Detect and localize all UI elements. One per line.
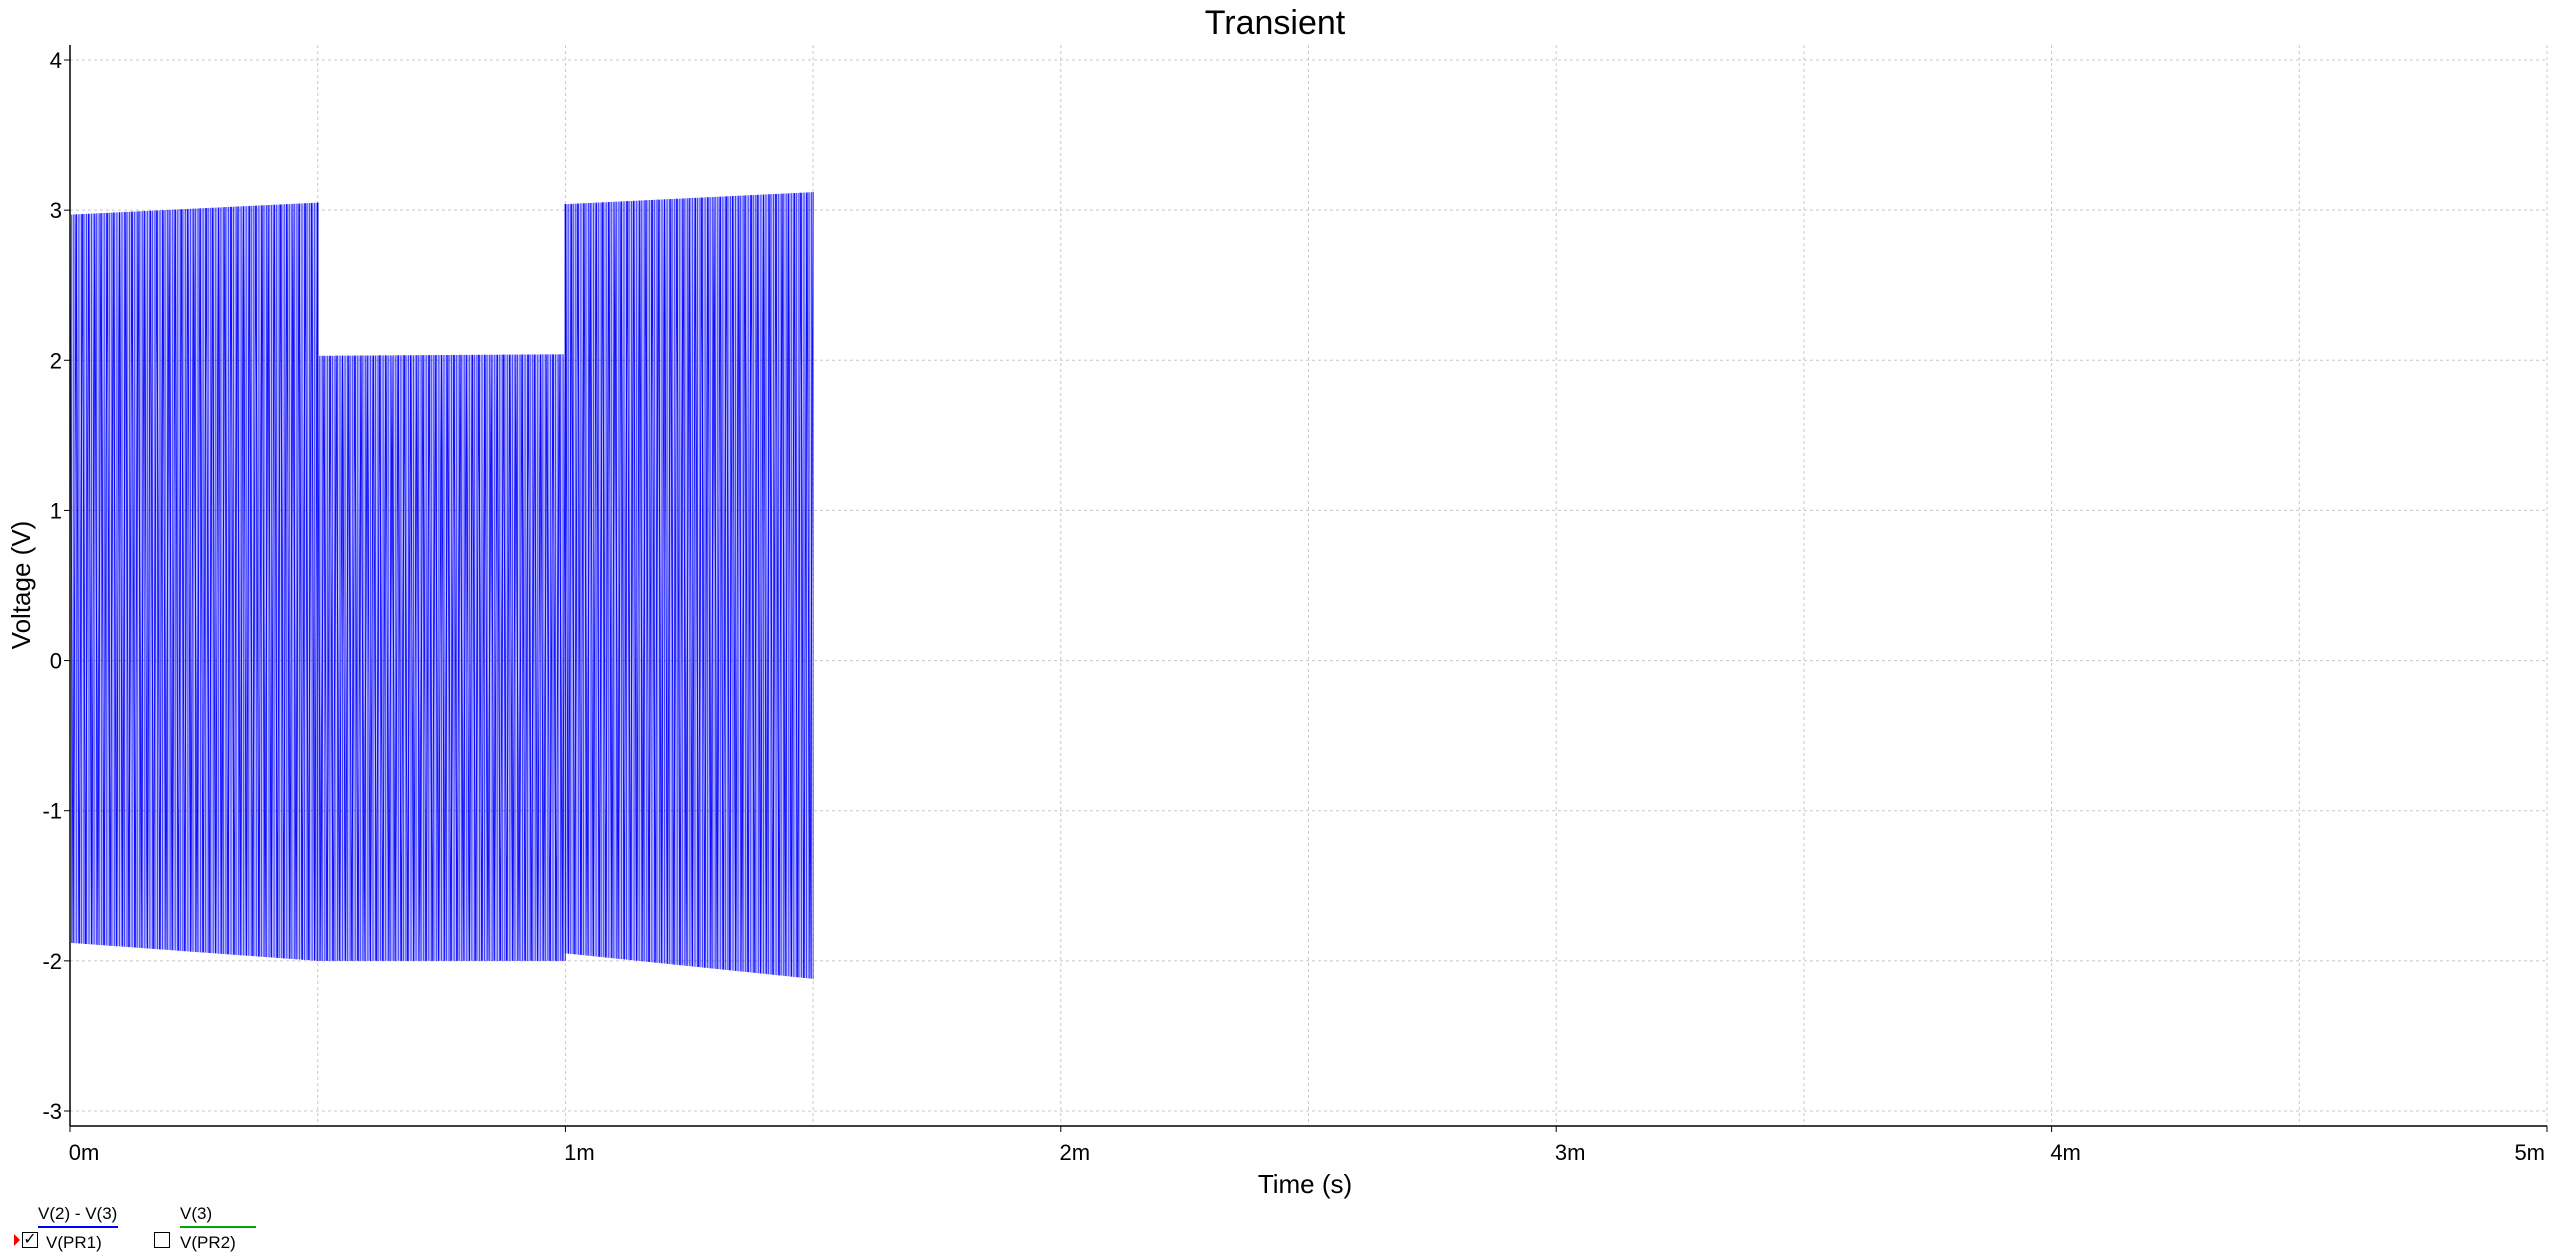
visibility-checkbox[interactable] [154,1232,170,1248]
legend-item-series-2[interactable]: V(3) V(PR2) [140,1204,260,1252]
x-tick-label: 1m [564,1140,595,1165]
y-tick-label: 0 [50,649,62,674]
x-tick-label: 0m [69,1140,100,1165]
legend: V(2) - V(3) ✓ V(PR1) V(3) V(PR2) [8,1200,308,1258]
axis-ticks: 0m 1m 2m 3m 4m 5m -3 -2 -1 0 1 2 3 4 [42,48,2548,1165]
y-tick-label: -3 [42,1099,62,1124]
series-1-band-3 [564,192,814,979]
legend-active-marker-icon [14,1234,20,1246]
legend-series-name: V(2) - V(3) [38,1204,118,1223]
legend-series-line [180,1226,256,1228]
y-axis-label: Voltage (V) [6,521,36,650]
x-tick-label: 2m [1060,1140,1091,1165]
legend-probe-name: V(PR1) [46,1233,102,1252]
x-tick-label: 4m [2050,1140,2081,1165]
y-tick-label: -1 [42,799,62,824]
y-tick-label: 1 [50,498,62,523]
chart-title: Transient [1205,4,1346,42]
visibility-checkbox[interactable]: ✓ [22,1231,38,1248]
grid-lines [70,45,2548,1126]
series-1-band-2 [317,354,566,961]
y-tick-label: 2 [50,348,62,373]
legend-item-series-1[interactable]: V(2) - V(3) ✓ V(PR1) [8,1204,128,1252]
legend-series-line [38,1226,118,1228]
y-tick-label: 4 [50,48,62,73]
legend-probe-name: V(PR2) [180,1233,236,1252]
legend-series-name: V(3) [180,1204,213,1223]
series-group [69,192,814,979]
x-axis-label: Time (s) [1258,1169,1352,1199]
y-tick-label: 3 [50,198,62,223]
x-tick-label: 3m [1555,1140,1586,1165]
x-tick-label: 5m [2514,1140,2545,1165]
y-tick-label: -2 [42,949,62,974]
